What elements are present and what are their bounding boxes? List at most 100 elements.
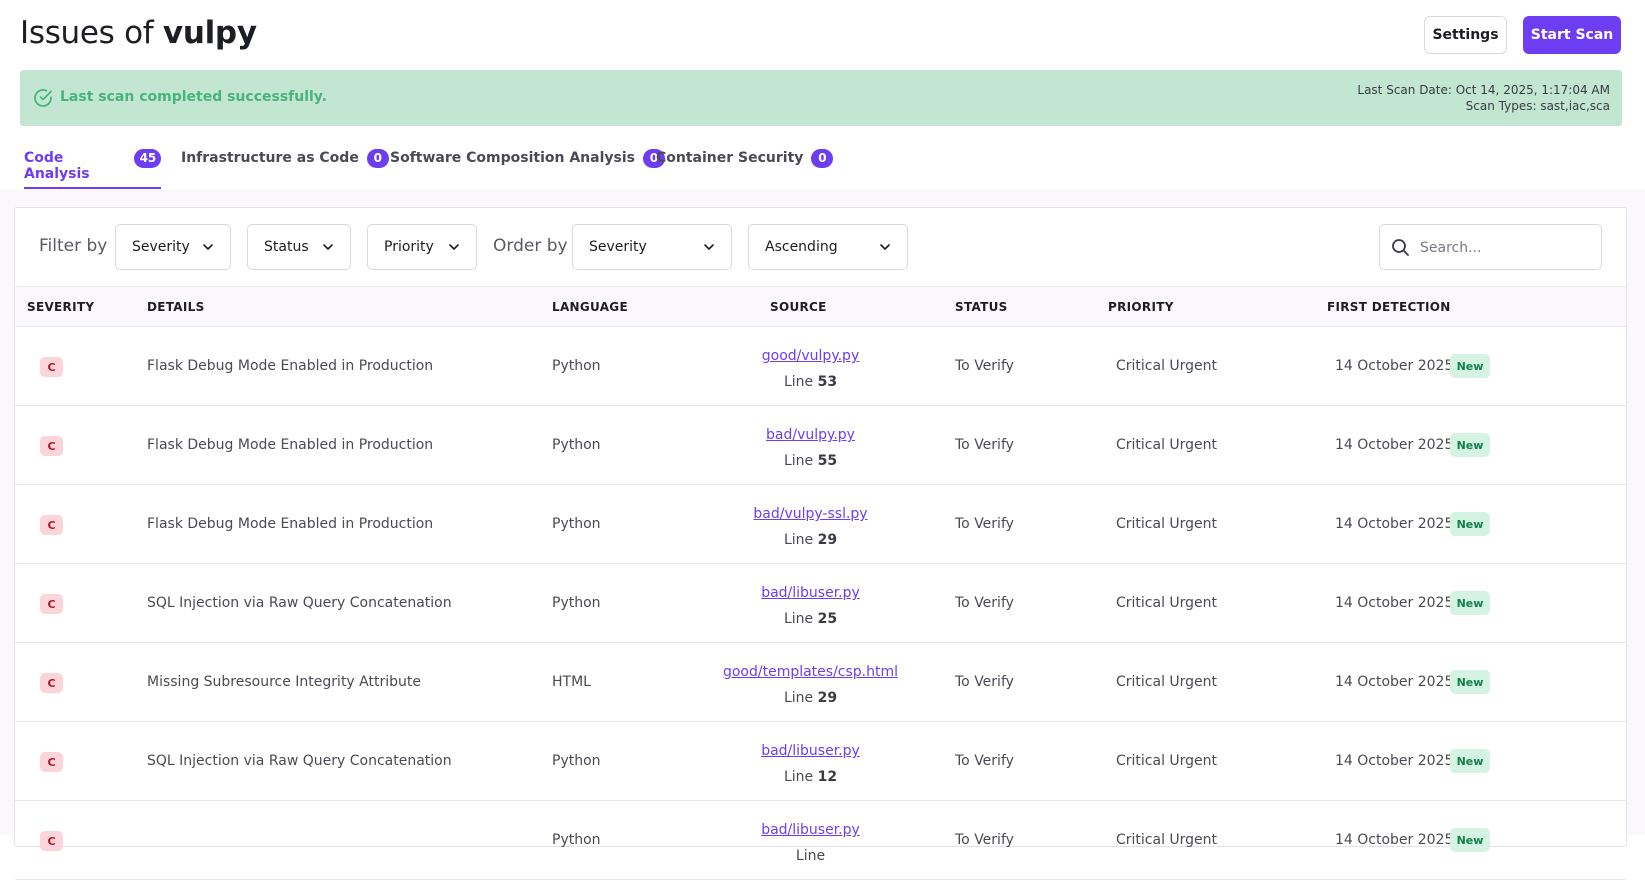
issue-priority: Critical Urgent bbox=[1116, 753, 1218, 769]
page-title-prefix: Issues of bbox=[20, 15, 154, 51]
column-header-source[interactable]: SOURCE bbox=[770, 300, 827, 314]
tab-label: Software Composition Analysis bbox=[390, 150, 635, 166]
issue-source: bad/libuser.py Line bbox=[655, 817, 966, 869]
tab-count-badge: 0 bbox=[811, 149, 834, 168]
issues-panel: Filter by Severity Status Priority Order… bbox=[14, 207, 1627, 880]
line-prefix: Line bbox=[795, 848, 826, 864]
issue-details: Flask Debug Mode Enabled in Production bbox=[147, 358, 434, 374]
page-title: Issues of vulpy bbox=[20, 15, 257, 51]
issue-language: HTML bbox=[552, 674, 591, 690]
issue-source: good/templates/csp.html Line 29 bbox=[655, 659, 966, 711]
chevron-down-icon bbox=[704, 244, 714, 250]
last-scan-date: Last Scan Date: Oct 14, 2025, 1:17:04 AM bbox=[1357, 83, 1610, 97]
issue-details: Flask Debug Mode Enabled in Production bbox=[147, 437, 434, 453]
table-row[interactable]: C Flask Debug Mode Enabled in Production… bbox=[15, 485, 1626, 564]
column-header-first-detection[interactable]: FIRST DETECTION bbox=[1327, 300, 1451, 314]
select-value: Ascending bbox=[765, 239, 838, 255]
table-row[interactable]: C Flask Debug Mode Enabled in Production… bbox=[15, 327, 1626, 406]
tab-count-badge: 45 bbox=[133, 149, 161, 168]
line-number: 55 bbox=[817, 453, 838, 469]
source-line: Line bbox=[796, 848, 825, 864]
select-value: Severity bbox=[589, 239, 647, 255]
select-value: Severity bbox=[132, 239, 190, 255]
column-header-severity[interactable]: SEVERITY bbox=[27, 300, 95, 314]
chevron-down-icon bbox=[880, 244, 890, 250]
new-badge: New bbox=[1450, 749, 1490, 773]
source-file-link[interactable]: bad/vulpy.py bbox=[766, 427, 855, 443]
issue-language: Python bbox=[552, 832, 601, 848]
scan-meta: Last Scan Date: Oct 14, 2025, 1:17:04 AM… bbox=[1357, 82, 1610, 114]
tab-code-analysis[interactable]: Code Analysis 45 bbox=[24, 149, 161, 189]
tab-count-badge: 0 bbox=[642, 149, 665, 168]
column-header-status[interactable]: STATUS bbox=[955, 300, 1008, 314]
line-prefix: Line bbox=[783, 532, 814, 548]
severity-badge: C bbox=[40, 436, 63, 456]
tab-container-security[interactable]: Container Security 0 bbox=[656, 149, 834, 189]
source-line: Line 53 bbox=[784, 374, 837, 390]
source-file-link[interactable]: bad/libuser.py bbox=[761, 743, 860, 759]
table-row[interactable]: C Missing Subresource Integrity Attribut… bbox=[15, 643, 1626, 722]
issue-source: bad/vulpy.py Line 55 bbox=[655, 422, 966, 474]
search-icon bbox=[1392, 239, 1409, 256]
source-file-link[interactable]: bad/vulpy-ssl.py bbox=[753, 506, 868, 522]
first-detection-date: 14 October 2025 bbox=[1335, 674, 1454, 690]
column-header-details[interactable]: DETAILS bbox=[147, 300, 205, 314]
tab-infrastructure-as-code[interactable]: Infrastructure as Code 0 bbox=[181, 149, 389, 189]
issue-language: Python bbox=[552, 516, 601, 532]
start-scan-button[interactable]: Start Scan bbox=[1523, 16, 1621, 54]
table-row[interactable]: C SQL Injection via Raw Query Concatenat… bbox=[15, 564, 1626, 643]
tab-label: Infrastructure as Code bbox=[181, 150, 359, 166]
issue-status: To Verify bbox=[955, 595, 1014, 611]
new-badge: New bbox=[1450, 670, 1490, 694]
status-filter-select[interactable]: Status bbox=[247, 224, 351, 270]
table-row[interactable]: C SQL Injection via Raw Query Concatenat… bbox=[15, 722, 1626, 801]
tab-label: Code Analysis bbox=[24, 150, 90, 182]
source-line: Line 29 bbox=[784, 532, 837, 548]
filter-bar: Filter by Severity Status Priority Order… bbox=[15, 208, 1626, 286]
issue-language: Python bbox=[552, 753, 601, 769]
analysis-tabs: Code Analysis 45 Infrastructure as Code … bbox=[0, 140, 1645, 189]
first-detection-date: 14 October 2025 bbox=[1335, 516, 1454, 532]
search-input[interactable] bbox=[1420, 237, 1590, 259]
page-header: Issues of vulpy Settings Start Scan bbox=[0, 0, 1645, 68]
table-row[interactable]: C Python bad/libuser.py Line To Verify C… bbox=[15, 801, 1626, 880]
issue-status: To Verify bbox=[955, 358, 1014, 374]
settings-button[interactable]: Settings bbox=[1424, 16, 1507, 54]
source-file-link[interactable]: bad/libuser.py bbox=[761, 585, 860, 601]
severity-filter-select[interactable]: Severity bbox=[115, 224, 231, 270]
severity-badge: C bbox=[40, 673, 63, 693]
source-file-link[interactable]: bad/libuser.py bbox=[761, 822, 860, 838]
select-value: Priority bbox=[384, 239, 434, 255]
order-direction-select[interactable]: Ascending bbox=[748, 224, 908, 270]
priority-filter-select[interactable]: Priority bbox=[367, 224, 477, 270]
severity-badge: C bbox=[40, 831, 63, 851]
check-circle-icon bbox=[32, 87, 54, 109]
issue-priority: Critical Urgent bbox=[1116, 516, 1218, 532]
chevron-down-icon bbox=[449, 244, 459, 250]
first-detection-date: 14 October 2025 bbox=[1335, 832, 1454, 848]
column-header-priority[interactable]: PRIORITY bbox=[1108, 300, 1174, 314]
issue-status: To Verify bbox=[955, 832, 1014, 848]
table-row[interactable]: C Flask Debug Mode Enabled in Production… bbox=[15, 406, 1626, 485]
issue-status: To Verify bbox=[955, 674, 1014, 690]
source-file-link[interactable]: good/templates/csp.html bbox=[722, 664, 899, 680]
source-file-link[interactable]: good/vulpy.py bbox=[761, 348, 860, 364]
line-number: 29 bbox=[817, 690, 838, 706]
line-number: 29 bbox=[817, 532, 838, 548]
issue-details: SQL Injection via Raw Query Concatenatio… bbox=[147, 595, 452, 611]
issue-details: Missing Subresource Integrity Attribute bbox=[147, 674, 421, 690]
table-header: SEVERITY DETAILS LANGUAGE SOURCE STATUS … bbox=[15, 286, 1626, 327]
source-line: Line 25 bbox=[784, 611, 837, 627]
issue-source: bad/libuser.py Line 12 bbox=[655, 738, 966, 790]
new-badge: New bbox=[1450, 512, 1490, 536]
tab-software-composition-analysis[interactable]: Software Composition Analysis 0 bbox=[390, 149, 665, 189]
alert-message: Last scan completed successfully. bbox=[60, 89, 327, 105]
filter-by-label: Filter by bbox=[39, 236, 108, 256]
issue-status: To Verify bbox=[955, 437, 1014, 453]
tab-count-badge: 0 bbox=[366, 149, 389, 168]
column-header-language[interactable]: LANGUAGE bbox=[552, 300, 628, 314]
order-field-select[interactable]: Severity bbox=[572, 224, 732, 270]
new-badge: New bbox=[1450, 828, 1490, 852]
line-number: 25 bbox=[817, 611, 838, 627]
issue-priority: Critical Urgent bbox=[1116, 832, 1218, 848]
